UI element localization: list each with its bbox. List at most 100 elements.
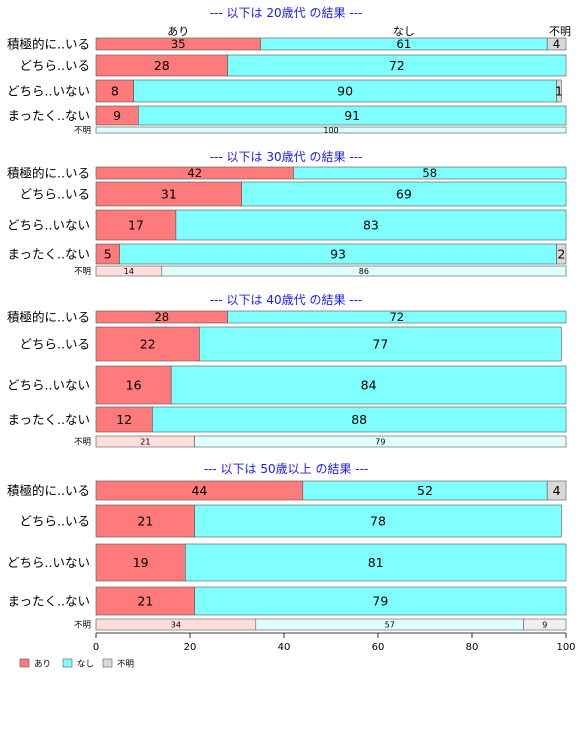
row-label: 積極的に..いる	[7, 37, 90, 52]
data-label: 58	[422, 166, 437, 180]
column-header-nashi: なし	[393, 25, 415, 38]
row-label: どちら..いる	[20, 187, 90, 202]
row-label: 不明	[74, 267, 91, 277]
data-label: 90	[337, 84, 353, 99]
data-label: 86	[359, 267, 369, 276]
data-label: 28	[154, 58, 170, 73]
data-label: 72	[389, 310, 404, 324]
legend-swatch-nashi	[62, 658, 73, 668]
data-label: 78	[370, 514, 386, 529]
bar-segment-ari	[95, 406, 153, 433]
data-label: 5	[104, 247, 112, 262]
data-label: 21	[140, 437, 150, 446]
panel-4: --- 以下は 50歳以上 の結果 --- 積極的に..いる 44 52 4 どちら..い…	[7, 462, 567, 631]
bar-segment-nashi	[227, 54, 567, 77]
data-label: 93	[330, 247, 346, 262]
data-label: 4	[553, 37, 560, 51]
data-label: 35	[171, 37, 186, 51]
data-label: 9	[542, 620, 547, 629]
data-label: 44	[191, 483, 207, 498]
row-label: どちら..いる	[20, 337, 90, 352]
data-label: 1	[555, 84, 563, 99]
row-label: 不明	[74, 126, 91, 136]
bar-segment-ari	[95, 586, 195, 616]
panel-title: --- 以下は 30歳代 の結果 ---	[210, 150, 363, 164]
bar-segment-ari	[95, 326, 200, 362]
row-label: どちら..いない	[7, 218, 90, 233]
panel-3: --- 以下は 40歳代 の結果 --- 積極的に..いる 28 72 どちら..いる 2…	[7, 293, 567, 448]
bar-segment-nashi	[199, 326, 562, 362]
x-tick-label: 80	[466, 642, 479, 653]
data-label: 28	[154, 310, 169, 324]
data-label: 57	[385, 620, 395, 629]
panel-1: --- 以下は 20歳代 の結果 --- 積極的に..いる 35 61 4 どちら..いる…	[7, 6, 567, 136]
row-label: まったく..ない	[8, 108, 90, 123]
x-tick-label: 0	[93, 642, 99, 653]
data-label: 61	[397, 37, 412, 51]
bar-segment-nashi	[161, 265, 567, 277]
x-tick-label: 60	[372, 642, 385, 653]
panel-2: --- 以下は 30歳代 の結果 --- 積極的に..いる 42 58 どちら..いる 3…	[7, 150, 567, 277]
bar-segment-nashi	[194, 586, 567, 616]
row-label: どちら..いない	[7, 84, 90, 99]
bar-segment-fumei	[556, 79, 562, 103]
data-label: 42	[187, 166, 202, 180]
column-header-fumei: 不明	[549, 25, 571, 38]
data-label: 52	[417, 483, 433, 498]
data-label: 91	[344, 108, 360, 123]
data-label: 12	[116, 412, 132, 427]
panel-title: --- 以下は 40歳代 の結果 ---	[210, 293, 363, 307]
data-label: 4	[553, 483, 561, 498]
row-label: 積極的に..いる	[7, 483, 90, 498]
data-label: 79	[372, 594, 388, 609]
row-label: まったく..ない	[8, 412, 90, 427]
row-label: 不明	[74, 438, 91, 448]
row-label: どちら..いる	[20, 514, 90, 529]
data-label: 81	[368, 555, 384, 570]
data-label: 21	[137, 594, 153, 609]
x-tick-label: 40	[278, 642, 291, 653]
data-label: 72	[389, 58, 405, 73]
row-label: 不明	[74, 621, 91, 631]
panel-title: --- 以下は 50歳以上 の結果 ---	[204, 462, 369, 476]
bar-segment-fumei	[546, 480, 567, 501]
bar-segment-ari	[95, 209, 177, 241]
legend-swatch-fumei	[102, 658, 113, 668]
bar-segment-nashi	[138, 105, 567, 126]
x-tick-label: 20	[184, 642, 197, 653]
panel-title: --- 以下は 20歳代 の結果 ---	[210, 6, 363, 20]
row-label: 積極的に..いる	[7, 310, 90, 325]
data-label: 88	[351, 412, 367, 427]
column-header-ari: あり	[167, 25, 189, 38]
bar-segment-nashi	[175, 209, 567, 241]
bar-segment-ari	[95, 504, 195, 538]
data-label: 34	[171, 620, 181, 629]
data-label: 17	[128, 218, 144, 233]
bar-segment-ari	[95, 365, 172, 405]
bar-segment-fumei	[546, 37, 567, 51]
row-label: まったく..ない	[8, 247, 90, 262]
bar-segment-ari	[95, 181, 242, 207]
data-label: 9	[113, 108, 121, 123]
bar-segment-nashi	[227, 310, 567, 324]
legend-label-ari: あり	[34, 660, 51, 670]
data-label: 83	[363, 218, 379, 233]
data-label: 100	[323, 126, 338, 135]
bar-segment-nashi	[95, 126, 567, 134]
bar-segment-nashi	[293, 166, 567, 180]
row-label: どちら..いない	[7, 378, 90, 393]
bar-segment-nashi	[194, 504, 562, 538]
data-label: 84	[361, 378, 377, 393]
row-label: どちら..いる	[20, 58, 90, 73]
bar-segment-ari	[95, 543, 186, 582]
bar-segment-fumei	[556, 243, 567, 265]
bar-segment-nashi	[241, 181, 567, 207]
legend-swatch-ari	[19, 658, 30, 668]
data-label: 69	[396, 187, 412, 202]
bar-segment-nashi	[170, 365, 567, 405]
row-label: 積極的に..いる	[7, 166, 90, 181]
bar-segment-nashi	[152, 406, 567, 433]
row-label: まったく..ない	[8, 594, 90, 609]
legend-label-fumei: 不明	[117, 660, 134, 670]
